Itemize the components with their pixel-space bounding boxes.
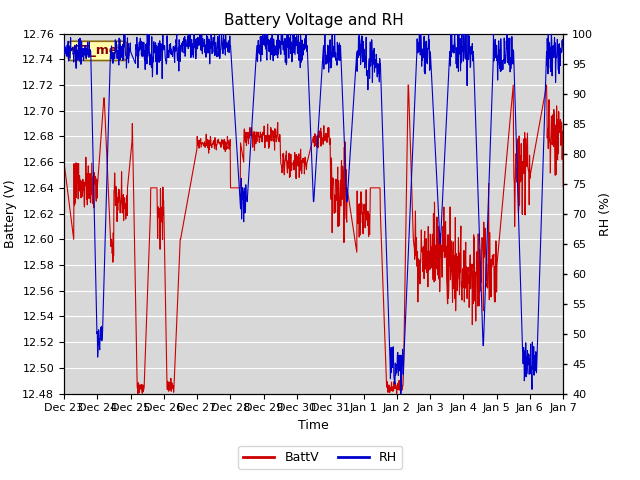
Legend: BattV, RH: BattV, RH	[238, 446, 402, 469]
X-axis label: Time: Time	[298, 419, 329, 432]
Y-axis label: RH (%): RH (%)	[599, 192, 612, 236]
Text: GT_met: GT_met	[72, 44, 124, 58]
Y-axis label: Battery (V): Battery (V)	[4, 180, 17, 248]
Title: Battery Voltage and RH: Battery Voltage and RH	[224, 13, 403, 28]
